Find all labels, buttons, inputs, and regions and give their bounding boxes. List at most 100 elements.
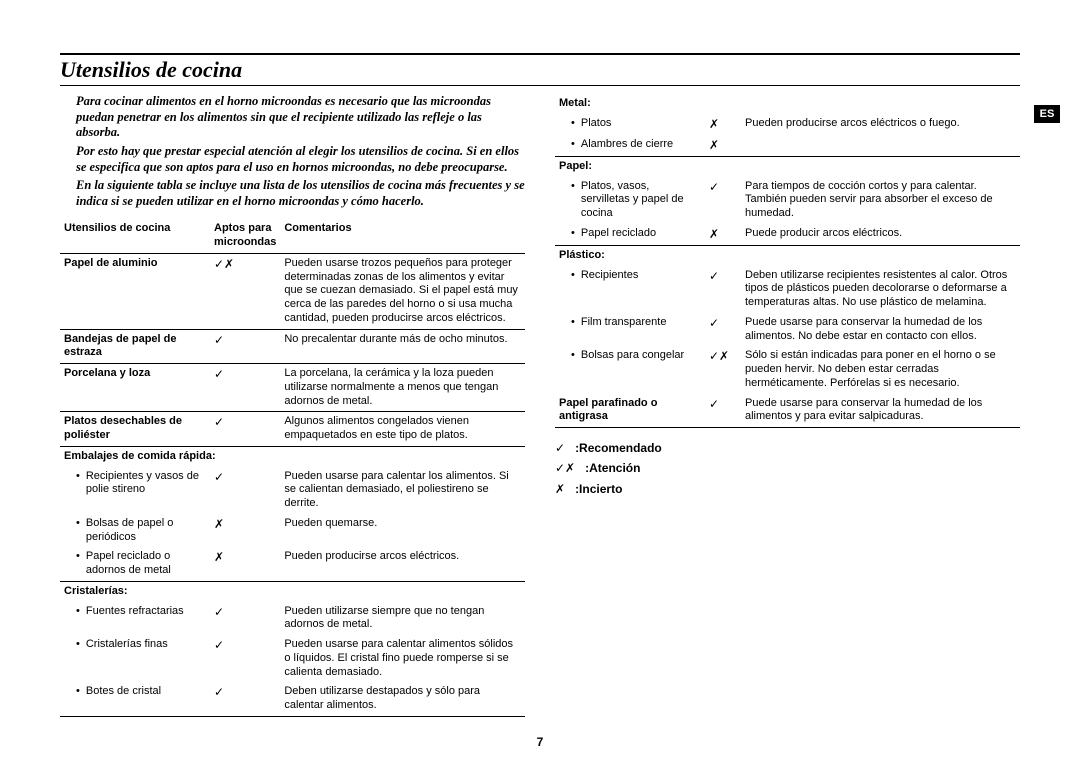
list-item: Film transparente [581, 316, 667, 330]
list-item: Fuentes refractarias [86, 605, 184, 619]
item-cell: Alambres de cierre [555, 135, 705, 157]
check-icon: ✓ [705, 313, 741, 347]
item-cell: Recipientes [555, 266, 705, 313]
comment-cell: Pueden usarse para calentar los alimento… [280, 467, 525, 514]
item-cell: Bolsas de papel o periódicos [60, 514, 210, 548]
item-cell: Film transparente [555, 313, 705, 347]
legend-caution: ✓✗ :Atención [555, 458, 1020, 478]
cross-icon: ✗ [555, 479, 565, 499]
check-icon: ✓ [705, 394, 741, 428]
language-tab: ES [1034, 105, 1060, 123]
content-columns: Para cocinar alimentos en el horno micro… [60, 94, 1020, 717]
intro-para-2: Por esto hay que prestar especial atenci… [60, 144, 525, 175]
list-item: Alambres de cierre [581, 138, 673, 152]
cross-icon: ✗ [210, 514, 280, 548]
category-label: Plástico: [555, 245, 1020, 265]
check-icon: ✓ [210, 467, 280, 514]
item-cell: Fuentes refractarias [60, 602, 210, 636]
comment-cell: Pueden producirse arcos eléctricos. [280, 547, 525, 581]
comment-cell: Puede producir arcos eléctricos. [741, 224, 1020, 246]
comment-cell: Sólo si están indicadas para poner en el… [741, 346, 1020, 393]
check-icon: ✓ [555, 438, 565, 458]
legend: ✓ :Recomendado ✓✗ :Atención ✗ :Incierto [555, 438, 1020, 499]
item-cell: Botes de cristal [60, 682, 210, 716]
check-icon: ✓ [210, 329, 280, 364]
caution-icon: ✓✗ [705, 346, 741, 393]
right-tbody: Metal:Platos✗Pueden producirse arcos elé… [555, 94, 1020, 428]
comment-cell: Pueden usarse trozos pequeños para prote… [280, 253, 525, 329]
header-comments: Comentarios [280, 219, 525, 253]
legend-recommended: ✓ :Recomendado [555, 438, 1020, 458]
header-fit: Aptos para microondas [210, 219, 280, 253]
comment-cell: Pueden utilizarse siempre que no tengan … [280, 602, 525, 636]
item-cell: Bandejas de papel de estraza [60, 329, 210, 364]
item-cell: Platos desechables de poliéster [60, 412, 210, 447]
item-cell: Cristalerías finas [60, 635, 210, 682]
left-column: Para cocinar alimentos en el horno micro… [60, 94, 525, 717]
rule-under-title [60, 85, 1020, 86]
list-item: Recipientes y vasos de polie stireno [86, 470, 206, 498]
cross-icon: ✗ [705, 224, 741, 246]
check-icon: ✓ [210, 635, 280, 682]
cross-icon: ✗ [705, 114, 741, 135]
item-cell: Platos, vasos, servilletas y papel de co… [555, 177, 705, 224]
left-tbody: Papel de aluminio✓✗Pueden usarse trozos … [60, 253, 525, 716]
comment-cell: Para tiempos de cocción cortos y para ca… [741, 177, 1020, 224]
item-cell: Papel reciclado o adornos de metal [60, 547, 210, 581]
intro-para-1: Para cocinar alimentos en el horno micro… [60, 94, 525, 141]
comment-cell: Pueden usarse para calentar alimentos só… [280, 635, 525, 682]
check-icon: ✓ [705, 266, 741, 313]
item-cell: Platos [555, 114, 705, 135]
comment-cell: Puede usarse para conservar la humedad d… [741, 313, 1020, 347]
check-icon: ✓ [210, 364, 280, 412]
category-label: Cristalerías: [60, 581, 525, 601]
legend-label-1: :Recomendado [575, 438, 662, 458]
legend-label-2: :Atención [585, 458, 640, 478]
comment-cell: Pueden producirse arcos eléctricos o fue… [741, 114, 1020, 135]
list-item: Bolsas de papel o periódicos [86, 517, 206, 545]
legend-label-3: :Incierto [575, 479, 622, 499]
list-item: Platos, vasos, servilletas y papel de co… [581, 180, 701, 221]
category-label: Embalajes de comida rápida: [60, 446, 525, 466]
item-cell: Papel parafinado o antigrasa [555, 394, 705, 428]
list-item: Papel reciclado o adornos de metal [86, 550, 206, 578]
utensils-table-left: Utensilios de cocina Aptos para microond… [60, 219, 525, 717]
item-cell: Porcelana y loza [60, 364, 210, 412]
comment-cell [741, 135, 1020, 157]
check-icon: ✓ [210, 602, 280, 636]
check-icon: ✓ [705, 177, 741, 224]
list-item: Platos [581, 117, 612, 131]
intro-text: Para cocinar alimentos en el horno micro… [60, 94, 525, 209]
utensils-table-right: Metal:Platos✗Pueden producirse arcos elé… [555, 94, 1020, 428]
list-item: Papel reciclado [581, 227, 656, 241]
item-cell: Papel reciclado [555, 224, 705, 246]
intro-para-3: En la siguiente tabla se incluye una lis… [60, 178, 525, 209]
category-label: Papel: [555, 156, 1020, 176]
item-cell: Recipientes y vasos de polie stireno [60, 467, 210, 514]
list-item: Cristalerías finas [86, 638, 168, 652]
cross-icon: ✗ [210, 547, 280, 581]
item-cell: Papel de aluminio [60, 253, 210, 329]
rule-top [60, 53, 1020, 55]
header-item: Utensilios de cocina [60, 219, 210, 253]
comment-cell: Deben utilizarse recipientes resistentes… [741, 266, 1020, 313]
list-item: Bolsas para congelar [581, 349, 684, 363]
caution-icon: ✓✗ [555, 458, 575, 478]
comment-cell: No precalentar durante más de ocho minut… [280, 329, 525, 364]
list-item: Botes de cristal [86, 685, 161, 699]
category-label: Metal: [555, 94, 1020, 114]
comment-cell: Pueden quemarse. [280, 514, 525, 548]
page-title: Utensilios de cocina [60, 57, 1020, 83]
item-cell: Bolsas para congelar [555, 346, 705, 393]
right-column: Metal:Platos✗Pueden producirse arcos elé… [555, 94, 1020, 717]
comment-cell: La porcelana, la cerámica y la loza pued… [280, 364, 525, 412]
cross-icon: ✗ [705, 135, 741, 157]
comment-cell: Deben utilizarse destapados y sólo para … [280, 682, 525, 716]
legend-uncertain: ✗ :Incierto [555, 479, 1020, 499]
comment-cell: Algunos alimentos congelados vienen empa… [280, 412, 525, 447]
caution-icon: ✓✗ [210, 253, 280, 329]
comment-cell: Puede usarse para conservar la humedad d… [741, 394, 1020, 428]
page-number: 7 [0, 735, 1080, 749]
list-item: Recipientes [581, 269, 638, 283]
page: Utensilios de cocina ES Para cocinar ali… [0, 0, 1080, 763]
